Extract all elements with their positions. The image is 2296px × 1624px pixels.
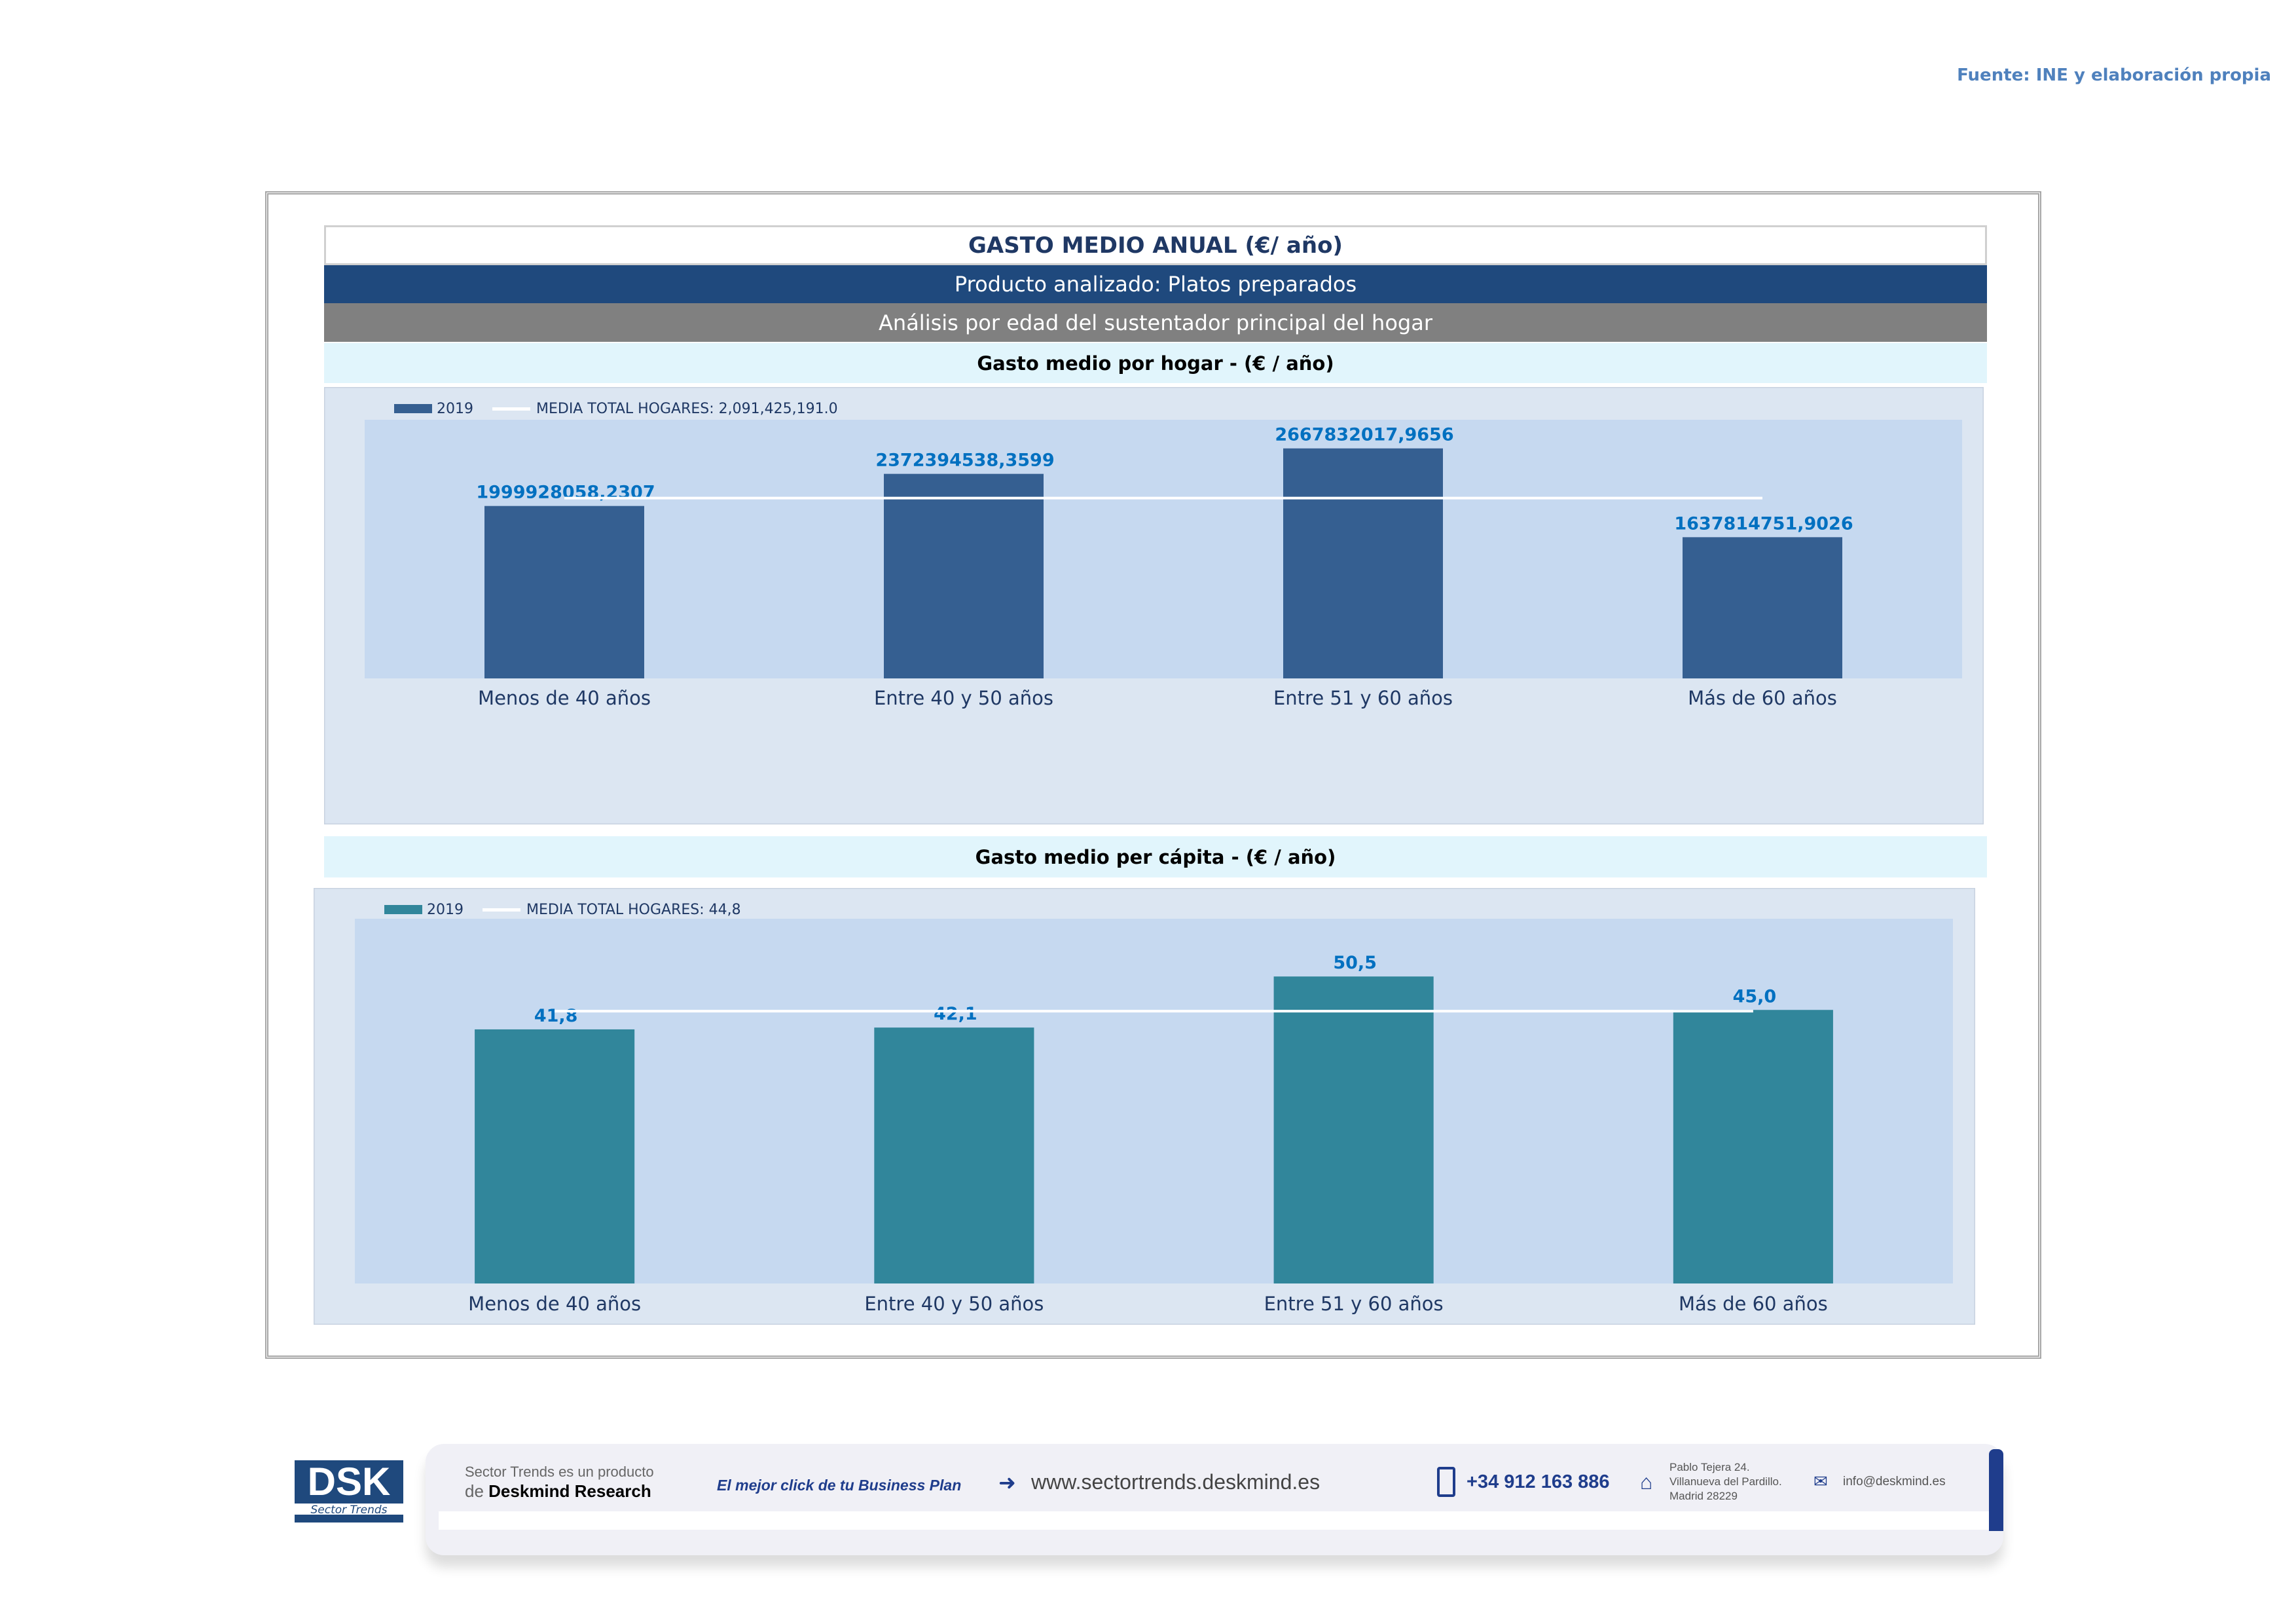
legend-swatch-mean xyxy=(492,407,530,411)
home-icon: ⌂ xyxy=(1640,1470,1653,1494)
category-label: Entre 51 y 60 años xyxy=(1264,1293,1444,1315)
category-label: Entre 40 y 50 años xyxy=(864,1293,1044,1315)
legend-label-mean: MEDIA TOTAL HOGARES: 2,091,425,191.0 xyxy=(536,401,838,417)
analysis-banner: Análisis por edad del sustentador princi… xyxy=(324,303,1987,342)
legend-swatch-2019 xyxy=(384,905,422,914)
address-line: Madrid 28229 xyxy=(1669,1490,1738,1502)
bar xyxy=(1683,537,1842,678)
footer-line1: Sector Trends es un producto xyxy=(465,1464,654,1480)
bar xyxy=(884,473,1044,678)
category-label: Entre 40 y 50 años xyxy=(874,687,1053,709)
data-label: 2667832017,9656 xyxy=(1275,425,1453,445)
data-label: 42,1 xyxy=(934,1004,977,1024)
category-label: Menos de 40 años xyxy=(478,687,651,709)
data-label: 41,8 xyxy=(534,1006,578,1026)
category-label: Más de 60 años xyxy=(1688,687,1837,709)
footer-phone: +34 912 163 886 xyxy=(1467,1471,1610,1492)
footer-email[interactable]: info@deskmind.es xyxy=(1843,1475,1946,1488)
chart1-title: Gasto medio por hogar - (€ / año) xyxy=(324,343,1987,383)
bar xyxy=(1673,1010,1833,1283)
product-banner: Producto analizado: Platos preparados xyxy=(324,265,1987,303)
web-icon: ➜ xyxy=(998,1471,1016,1494)
address-line: Pablo Tejera 24. xyxy=(1669,1461,1750,1473)
legend-label-2019: 2019 xyxy=(427,902,464,918)
data-label: 2372394538,3599 xyxy=(875,451,1054,471)
legend-label-mean: MEDIA TOTAL HOGARES: 44,8 xyxy=(526,902,741,918)
legend-swatch-2019 xyxy=(394,404,432,413)
phone-icon xyxy=(1437,1467,1455,1497)
bar xyxy=(484,506,644,678)
category-label: Menos de 40 años xyxy=(468,1293,641,1315)
bar xyxy=(475,1029,635,1283)
logo-subtitle: Sector Trends xyxy=(295,1504,403,1518)
chart-per-capita-spend: 2019 MEDIA TOTAL HOGARES: 44,8 41,8 Menos d… xyxy=(314,888,1975,1325)
report-frame xyxy=(265,191,2041,1359)
data-label: 45,0 xyxy=(1733,986,1777,1006)
chart-household-spend: 2019 MEDIA TOTAL HOGARES: 2,091,425,191.0… xyxy=(324,387,1984,824)
footer-banner: Sector Trends es un producto de Deskmind… xyxy=(426,1444,2003,1555)
footer-brand: Deskmind Research xyxy=(488,1481,651,1501)
address-line: Villanueva del Pardillo. xyxy=(1669,1475,1782,1488)
footer-address: Pablo Tejera 24. Villanueva del Pardillo.… xyxy=(1669,1460,1782,1504)
footer-slogan: El mejor click de tu Business Plan xyxy=(717,1477,962,1494)
source-note: Fuente: INE y elaboración propia xyxy=(1957,65,2271,85)
footer-de: de xyxy=(465,1481,484,1501)
accent-bar xyxy=(1989,1449,2003,1531)
data-label: 50,5 xyxy=(1333,953,1377,973)
bar xyxy=(1283,448,1443,678)
category-label: Entre 51 y 60 años xyxy=(1273,687,1453,709)
bar xyxy=(874,1027,1034,1283)
report-title: GASTO MEDIO ANUAL (€/ año) xyxy=(324,225,1987,265)
footer-web-link[interactable]: www.sectortrends.deskmind.es xyxy=(1031,1470,1321,1494)
category-label: Más de 60 años xyxy=(1679,1293,1828,1315)
data-label: 1999928058,2307 xyxy=(476,483,655,503)
legend-swatch-mean xyxy=(483,908,520,912)
chart2-title: Gasto medio per cápita - (€ / año) xyxy=(324,836,1987,877)
mail-icon: ✉ xyxy=(1813,1471,1828,1491)
legend-label-2019: 2019 xyxy=(437,401,473,417)
bar xyxy=(1273,976,1434,1283)
data-label: 1637814751,9026 xyxy=(1674,513,1853,534)
